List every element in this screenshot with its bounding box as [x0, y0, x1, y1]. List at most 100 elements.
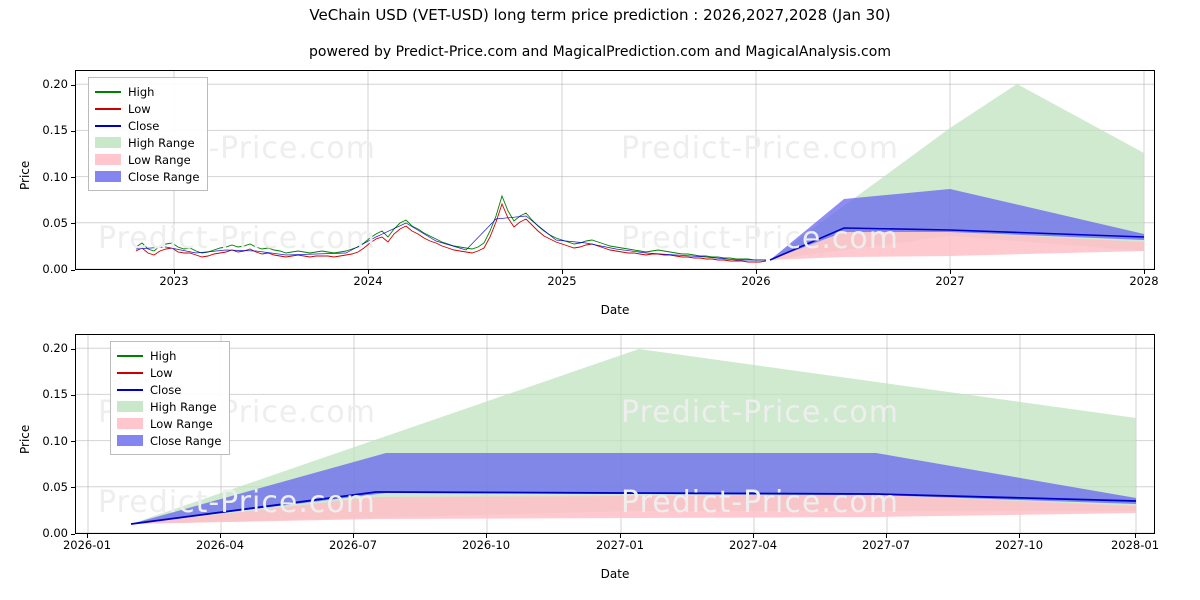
xtickmark-bottom-8 — [1135, 534, 1136, 538]
ytick-top-4: 0.20 — [42, 77, 68, 92]
xtick-top-0: 2023 — [159, 274, 189, 288]
ytickmark-top-2 — [71, 177, 75, 179]
legend-item-low-range-2: Low Range — [117, 415, 221, 432]
legend-label-low-range: Low Range — [128, 152, 191, 167]
legend-item-close-2: Close — [117, 381, 221, 398]
ytick-bottom-1: 0.05 — [42, 479, 68, 494]
xtickmark-bottom-3 — [486, 534, 487, 538]
legend-item-close-range-2: Close Range — [117, 432, 221, 449]
xtick-bottom-0: 2026-01 — [62, 538, 112, 552]
ytickmark-bottom-4 — [71, 348, 75, 350]
ytickmark-bottom-3 — [71, 394, 75, 396]
legend-swatch-high-range-icon-2 — [117, 401, 143, 412]
legend-swatch-low-icon — [95, 103, 121, 114]
legend-label-low-2: Low — [150, 365, 173, 380]
legend-item-high-range-2: High Range — [117, 398, 221, 415]
legend-swatch-close-range-icon — [95, 171, 121, 182]
ytick-bottom-2: 0.10 — [42, 433, 68, 448]
xtick-bottom-2: 2026-07 — [328, 538, 378, 552]
xtickmark-bottom-0 — [87, 534, 88, 538]
legend-label-high-range-2: High Range — [150, 399, 217, 414]
xtickmark-top-5 — [1144, 270, 1145, 274]
xtickmark-top-4 — [950, 270, 951, 274]
legend-bottom: High Low Close High Range Low Range Clos… — [110, 341, 231, 455]
watermark-6: Predict-Price.com — [621, 395, 899, 430]
xtickmark-top-1 — [368, 270, 369, 274]
xtickmark-bottom-2 — [353, 534, 354, 538]
ytick-top-3: 0.15 — [42, 123, 68, 138]
xtick-bottom-6: 2027-07 — [861, 538, 911, 552]
history-high-top — [135, 194, 766, 261]
ytickmark-bottom-1 — [71, 487, 75, 489]
low-range-band-bottom — [131, 495, 1136, 524]
legend-label-close: Close — [128, 118, 160, 133]
xtick-top-5: 2028 — [1129, 274, 1159, 288]
ytickmark-top-1 — [71, 223, 75, 225]
xtick-bottom-8: 2028-01 — [1110, 538, 1160, 552]
watermark-3: Predict-Price.com — [98, 221, 376, 256]
legend-label-low-range-2: Low Range — [150, 416, 213, 431]
watermark-2: Predict-Price.com — [621, 131, 899, 166]
xtick-bottom-7: 2027-10 — [994, 538, 1044, 552]
ytick-bottom-0: 0.00 — [42, 526, 68, 540]
legend-swatch-high-icon-2 — [117, 350, 143, 361]
legend-label-close-2: Close — [150, 382, 182, 397]
plot-area-top: Predict-Price.com Predict-Price.com Pred… — [76, 71, 1154, 269]
xtick-bottom-4: 2027-01 — [595, 538, 645, 552]
close-range-band-bottom — [131, 453, 1136, 524]
legend-label-high-range: High Range — [128, 135, 195, 150]
legend-swatch-low-range-icon-2 — [117, 418, 143, 429]
xtick-bottom-1: 2026-04 — [195, 538, 245, 552]
legend-swatch-low-icon-2 — [117, 367, 143, 378]
legend-item-low: Low — [95, 100, 199, 117]
xtickmark-bottom-1 — [220, 534, 221, 538]
legend-label-high: High — [128, 84, 155, 99]
xtickmark-bottom-7 — [1019, 534, 1020, 538]
legend-item-low-2: Low — [117, 364, 221, 381]
ytick-bottom-3: 0.15 — [42, 387, 68, 402]
legend-label-close-range-2: Close Range — [150, 433, 222, 448]
legend-item-low-range: Low Range — [95, 151, 199, 168]
ytick-top-2: 0.10 — [42, 169, 68, 184]
xtick-bottom-5: 2027-04 — [728, 538, 778, 552]
ytick-bottom-4: 0.20 — [42, 341, 68, 356]
legend-label-low: Low — [128, 101, 151, 116]
watermark-4: Predict-Price.com — [621, 221, 899, 256]
watermark-7: Predict-Price.com — [98, 485, 376, 520]
legend-swatch-high-range-icon — [95, 137, 121, 148]
legend-swatch-high-icon — [95, 86, 121, 97]
xtickmark-bottom-5 — [753, 534, 754, 538]
legend-item-close-range: Close Range — [95, 168, 199, 185]
xtick-top-4: 2027 — [935, 274, 965, 288]
ylabel-bottom: Price — [18, 424, 32, 454]
chart-panel-bottom: Predict-Price.com Predict-Price.com Pred… — [75, 334, 1155, 534]
legend-swatch-close-range-icon-2 — [117, 435, 143, 446]
ytickmark-bottom-0 — [71, 533, 75, 535]
plot-svg-top — [76, 71, 1154, 269]
ylabel-top: Price — [18, 160, 32, 190]
chart-panel-top: Predict-Price.com Predict-Price.com Pred… — [75, 70, 1155, 270]
legend-item-close: Close — [95, 117, 199, 134]
ytickmark-top-4 — [71, 84, 75, 86]
legend-item-high-2: High — [117, 347, 221, 364]
close-range-band-top — [770, 189, 1144, 260]
page-subtitle: powered by Predict-Price.com and Magical… — [309, 44, 891, 60]
plot-svg-bottom — [76, 335, 1154, 533]
history-low-top — [135, 202, 767, 263]
history-close-top — [135, 215, 766, 261]
xtick-top-2: 2025 — [547, 274, 577, 288]
legend-top: High Low Close High Range Low Range Clos… — [88, 77, 209, 191]
ytickmark-top-3 — [71, 130, 75, 132]
legend-swatch-low-range-icon — [95, 154, 121, 165]
legend-item-high-range: High Range — [95, 134, 199, 151]
xtick-bottom-3: 2026-10 — [461, 538, 511, 552]
legend-item-high: High — [95, 83, 199, 100]
xlabel-top: Date — [600, 303, 630, 317]
plot-area-bottom: Predict-Price.com Predict-Price.com Pred… — [76, 335, 1154, 533]
legend-swatch-close-icon-2 — [117, 384, 143, 395]
xlabel-bottom: Date — [600, 567, 630, 581]
xtickmark-top-3 — [756, 270, 757, 274]
close-line-bottom — [130, 491, 1137, 525]
legend-label-high-2: High — [150, 348, 177, 363]
